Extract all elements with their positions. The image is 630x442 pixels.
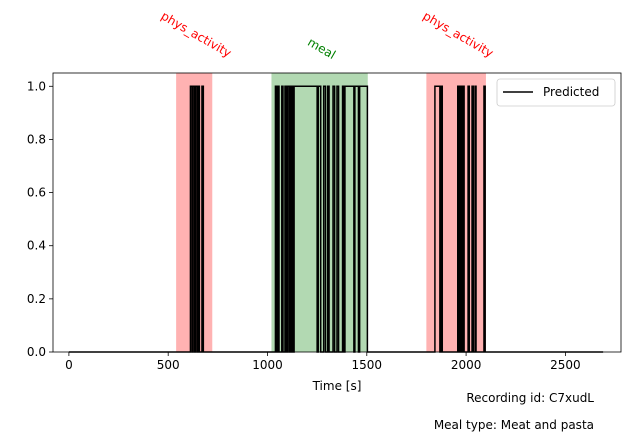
x-tick-label: 1000	[252, 358, 283, 372]
y-tick-label: 0.0	[27, 345, 46, 359]
y-tick-label: 0.8	[27, 132, 46, 146]
y-tick-label: 0.6	[27, 186, 46, 200]
x-tick-label: 0	[65, 358, 73, 372]
region-label-meal-1: meal	[305, 35, 338, 62]
x-tick-label: 1500	[352, 358, 383, 372]
y-tick-label: 1.0	[27, 79, 46, 93]
legend-label-predicted: Predicted	[543, 85, 599, 99]
legend: Predicted	[496, 78, 616, 107]
y-tick-label: 0.4	[27, 239, 46, 253]
y-axis: 0.0 0.2 0.4 0.6 0.8 1.0	[27, 79, 53, 359]
meal-type-label: Meal type: Meat and pasta	[434, 418, 594, 432]
x-axis: 0 500 1000 1500 2000 2500	[65, 352, 581, 372]
x-tick-label: 500	[157, 358, 180, 372]
recording-id-label: Recording id: C7xudL	[466, 391, 594, 405]
plot-frame	[52, 72, 622, 353]
y-tick-label: 0.2	[27, 292, 46, 306]
region-label-phys_activity-2: phys_activity	[421, 9, 496, 61]
region-label-phys_activity-0: phys_activity	[159, 9, 234, 61]
x-axis-label: Time [s]	[312, 379, 362, 393]
x-tick-label: 2000	[451, 358, 482, 372]
x-tick-label: 2500	[550, 358, 581, 372]
legend-box	[496, 78, 616, 107]
